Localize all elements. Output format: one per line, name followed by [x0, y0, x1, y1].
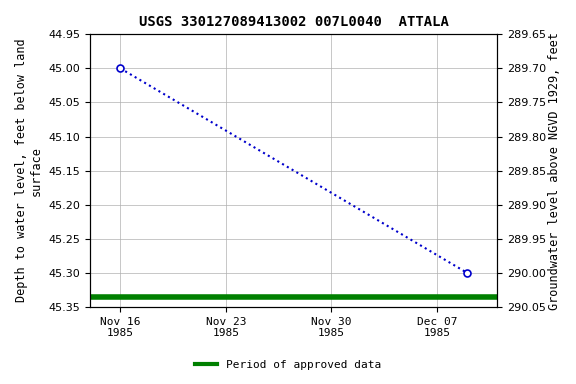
Y-axis label: Depth to water level, feet below land
surface: Depth to water level, feet below land su…: [15, 39, 43, 303]
Title: USGS 330127089413002 007L0040  ATTALA: USGS 330127089413002 007L0040 ATTALA: [139, 15, 449, 29]
Legend: Period of approved data: Period of approved data: [191, 356, 385, 375]
Y-axis label: Groundwater level above NGVD 1929, feet: Groundwater level above NGVD 1929, feet: [548, 32, 561, 310]
